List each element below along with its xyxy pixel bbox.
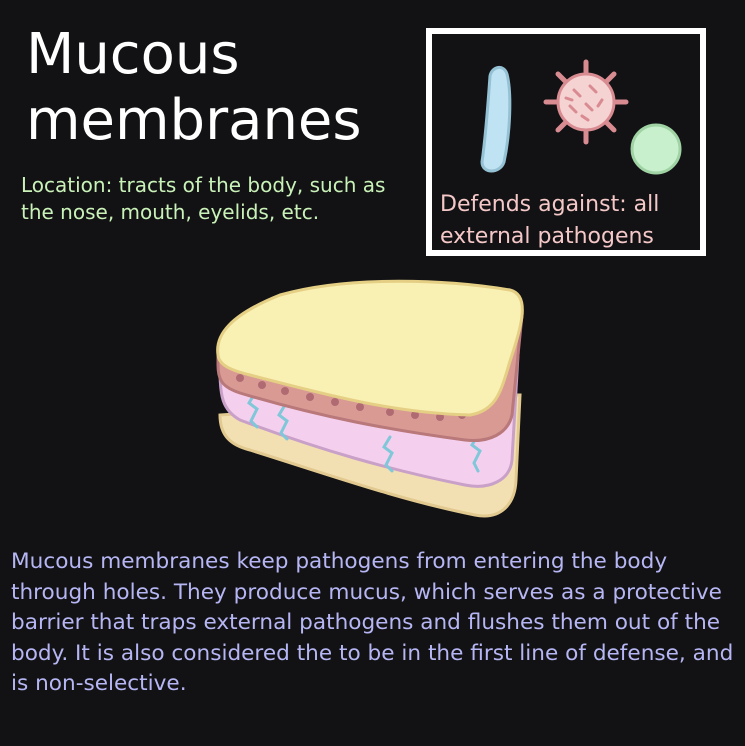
coccus-bacterium-icon [630, 123, 682, 175]
location-text: Location: tracts of the body, such as th… [21, 173, 386, 224]
membrane-tissue-illustration [216, 279, 524, 518]
description-text: Mucous membranes keep pathogens from ent… [11, 549, 734, 696]
rod-bacterium-icon [480, 66, 512, 173]
virus-icon [543, 59, 629, 145]
pathogens-illustration [480, 59, 682, 175]
defends-against-box: Defends against: all external pathogens [426, 28, 706, 256]
title-line-1: Mucous [26, 22, 240, 87]
defends-against-text: Defends against: all external pathogens [440, 192, 660, 249]
page-title: Mucous membranes [26, 22, 362, 154]
title-line-2: membranes [26, 88, 362, 153]
